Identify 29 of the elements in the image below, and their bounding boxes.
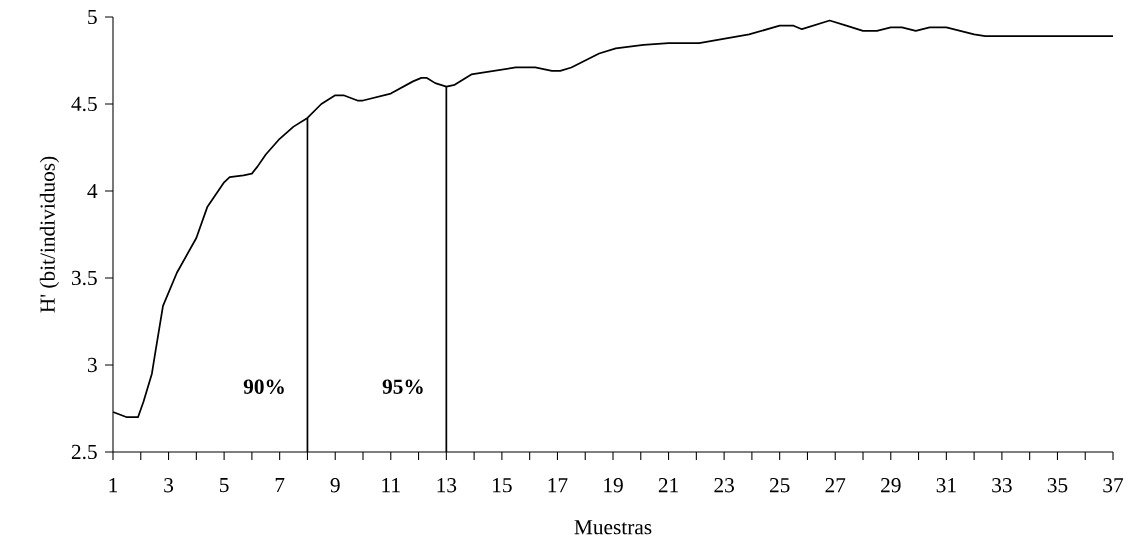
x-tick-label: 3 (164, 478, 174, 493)
y-tick-label: 2.5 (71, 444, 97, 460)
x-tick-label: 19 (604, 478, 623, 493)
x-tick-label: 25 (769, 478, 790, 493)
x-tick-label: 33 (992, 478, 1012, 493)
x-tick-label: 37 (1103, 478, 1124, 493)
y-tick-label: 4 (87, 183, 98, 199)
x-tick-label: 21 (658, 478, 678, 493)
x-tick-label: 7 (275, 478, 285, 493)
x-tick-label: 31 (936, 478, 956, 493)
y-tick-label: 4.5 (71, 96, 97, 112)
x-tick-label: 23 (714, 478, 734, 493)
x-tick-label: 13 (437, 478, 457, 493)
y-tick-label: 5 (88, 9, 97, 25)
x-tick-label: 5 (220, 478, 229, 493)
annotation: 90% (243, 379, 284, 394)
x-tick-label: 11 (382, 478, 400, 493)
y-axis-title: H' (bit/individuos) (39, 156, 60, 313)
annotation: 95% (382, 379, 423, 394)
x-tick-label: 27 (825, 478, 846, 493)
x-tick-label: 15 (493, 478, 512, 493)
y-tick-label: 3 (87, 357, 97, 373)
x-tick-label: 17 (548, 478, 568, 493)
y-tick-label: 3.5 (71, 270, 97, 286)
x-tick-label: 1 (109, 478, 118, 493)
x-tick-label: 9 (330, 478, 340, 493)
x-tick-label: 35 (1047, 478, 1068, 493)
x-tick-label: 29 (881, 478, 901, 493)
x-axis-title: Muestras (574, 520, 652, 535)
